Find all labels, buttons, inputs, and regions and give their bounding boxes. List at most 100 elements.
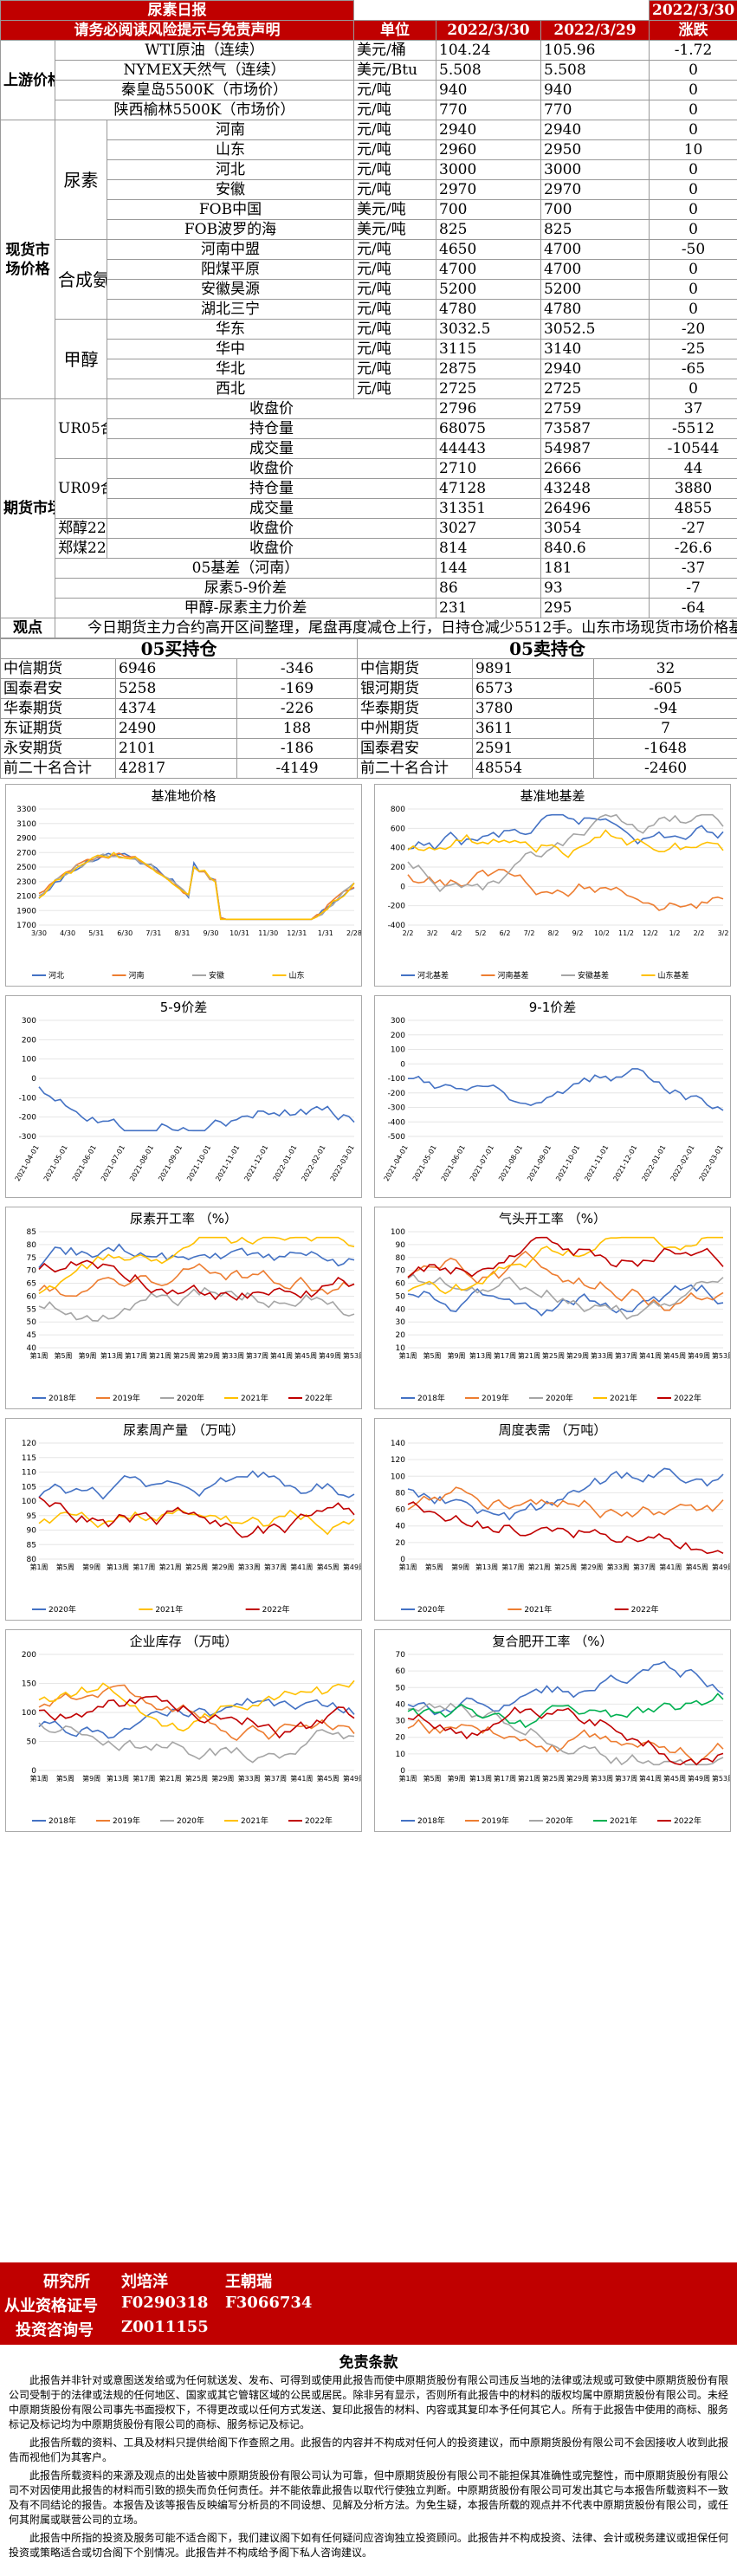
- row-value-1: 47128: [436, 478, 541, 499]
- row-name: 河北: [107, 159, 354, 180]
- x-tick-label: 第21周: [159, 1563, 182, 1571]
- y-tick-label: 80: [27, 1556, 37, 1564]
- row-change: 10: [649, 139, 737, 160]
- x-tick-label: 2022-01-01: [272, 1144, 299, 1183]
- row-value-2: 26496: [540, 498, 650, 519]
- row-value-2: 93: [540, 578, 650, 599]
- y-tick-label: 2300: [16, 878, 36, 887]
- x-tick-label: 第49周: [688, 1774, 710, 1783]
- row-unit: 元/吨: [353, 159, 436, 180]
- row-change: 44: [649, 458, 737, 479]
- dept-label: 研究所: [43, 2273, 90, 2291]
- row-change: 3880: [649, 478, 737, 499]
- row-unit: 元/吨: [353, 299, 436, 320]
- legend-label: 2022年: [631, 1604, 659, 1615]
- row-unit: 元/吨: [353, 179, 436, 200]
- row-change: -37: [649, 558, 737, 579]
- position-row: 东证期货 2490 188 中州期货 3611 7: [0, 718, 737, 739]
- row-value-2: 2666: [540, 458, 650, 479]
- chart-title: 基准地基差: [520, 788, 585, 804]
- legend-label: 2020年: [48, 1604, 76, 1615]
- futures-row: 郑煤2205收盘价814840.6-26.6: [1, 538, 737, 559]
- row-value-2: 3054: [540, 518, 650, 539]
- chart-title: 企业库存 （万吨）: [129, 1634, 238, 1649]
- row-value-2: 2940: [540, 120, 650, 140]
- y-tick-label: 30: [396, 1318, 406, 1327]
- legend-label: 2020年: [546, 1815, 573, 1826]
- row-value-2: 4780: [540, 299, 650, 320]
- y-tick-label: 10: [396, 1344, 406, 1353]
- y-tick-label: 2900: [16, 835, 36, 844]
- row-change: 0: [649, 120, 737, 140]
- y-tick-label: 60: [396, 1280, 406, 1289]
- row-name: 华北: [107, 359, 354, 379]
- sell-broker: 中州期货: [357, 718, 474, 739]
- risk-notice: 请务必阅读风险提示与免责声明: [0, 20, 354, 41]
- y-tick-label: 50: [396, 1292, 406, 1301]
- sell-broker: 国泰君安: [357, 738, 474, 759]
- x-tick-label: 第13周: [469, 1351, 492, 1360]
- legend-label: 2022年: [262, 1604, 290, 1615]
- row-change: -5512: [649, 418, 737, 439]
- row-value-2: 2970: [540, 179, 650, 200]
- row-name: 湖北三宁: [107, 299, 354, 320]
- x-tick-label: 第1周: [398, 1563, 417, 1571]
- disclaimer-title: 免责条款: [339, 2354, 398, 2372]
- series-line: [38, 1263, 355, 1298]
- y-tick-label: 200: [391, 1032, 405, 1040]
- x-tick-label: 2021-05-01: [411, 1144, 438, 1183]
- futures-row: 持仓量 47128 43248 3880: [1, 478, 737, 499]
- chart-panel: 气头开工率 （%） 100 90 80 70 60 50 40 30 20 10 第1周 第5周 第9周第…: [374, 1207, 731, 1409]
- row-change: 0: [649, 279, 737, 300]
- spot-group-label: 尿素: [55, 120, 107, 240]
- row-name: 西北: [107, 379, 354, 399]
- chart-title: 复合肥开工率 （%）: [492, 1634, 613, 1649]
- y-tick-label: 100: [22, 1709, 36, 1718]
- x-tick-label: 第37周: [615, 1774, 637, 1783]
- x-tick-label: 第29周: [580, 1563, 603, 1571]
- row-name: 甲醇-尿素主力价差: [55, 598, 436, 618]
- x-tick-label: 第5周: [54, 1351, 72, 1360]
- row-name: 陕西榆林5500K（市场价）: [55, 100, 354, 120]
- futures-group-label: 郑煤2205: [55, 538, 107, 559]
- x-tick-label: 第41周: [659, 1563, 682, 1571]
- futures-row: 05基差（河南） 144 181 -37: [1, 558, 737, 579]
- row-name: 05基差（河南）: [55, 558, 436, 579]
- spot-row: 河北 元/吨 3000 3000 0: [1, 159, 737, 180]
- x-tick-label: 第13周: [107, 1774, 129, 1783]
- x-tick-label: 8/31: [174, 929, 190, 937]
- row-value-1: 2875: [436, 359, 541, 379]
- x-tick-label: 第49周: [688, 1351, 710, 1360]
- x-tick-label: 第33周: [591, 1351, 613, 1360]
- chart-title: 周度表需 （万吨）: [498, 1422, 607, 1438]
- y-tick-label: -300: [19, 1133, 37, 1142]
- series-line: [38, 1259, 355, 1301]
- y-tick-label: 0: [31, 1767, 36, 1776]
- futures-category: 期货市场价格: [0, 398, 55, 618]
- row-value-1: 5200: [436, 279, 541, 300]
- x-tick-label: 第1周: [29, 1774, 48, 1783]
- y-tick-label: 85: [27, 1228, 36, 1237]
- x-tick-label: 第17周: [133, 1563, 155, 1571]
- buy-volume: 4374: [115, 698, 237, 719]
- x-tick-label: 第29周: [211, 1563, 234, 1571]
- analyst-1: 刘培洋: [121, 2273, 168, 2291]
- row-value-2: 825: [540, 219, 650, 240]
- invest-1: Z0011155: [121, 2318, 209, 2336]
- futures-row: 期货市场价格UR05合约收盘价2796275937: [0, 398, 737, 618]
- x-tick-label: 第21周: [518, 1351, 540, 1360]
- legend-label: 2018年: [417, 1393, 445, 1403]
- y-tick-label: 110: [22, 1469, 36, 1478]
- x-tick-label: 第5周: [423, 1774, 441, 1783]
- legend-label: 2019年: [482, 1393, 509, 1403]
- y-tick-label: 65: [27, 1280, 36, 1289]
- row-value-1: 825: [436, 219, 541, 240]
- y-tick-label: 60: [396, 1506, 406, 1515]
- series-line: [407, 1501, 724, 1555]
- row-value-2: 43248: [540, 478, 650, 499]
- row-change: -65: [649, 359, 737, 379]
- legend-label: 2021年: [610, 1393, 637, 1403]
- col-date2: 2022/3/29: [540, 20, 650, 41]
